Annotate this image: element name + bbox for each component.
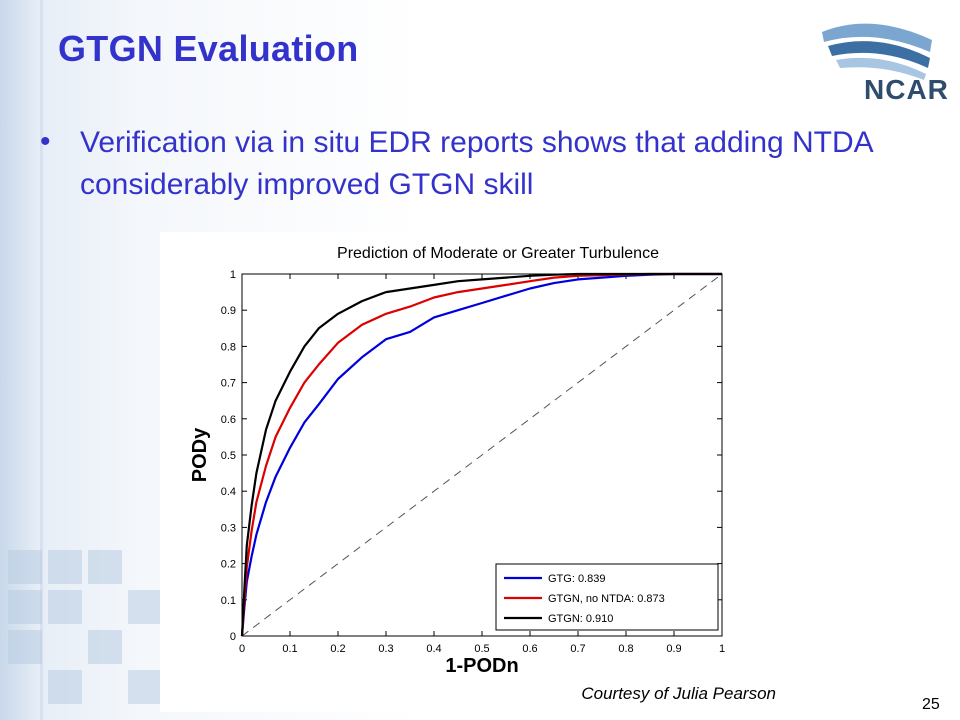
x-tick-label: 0.1 bbox=[282, 643, 297, 655]
y-tick-label: 0.3 bbox=[221, 522, 236, 534]
y-axis-label: PODy bbox=[189, 427, 211, 482]
bullet-text: Verification via in situ EDR reports sho… bbox=[80, 126, 873, 201]
axis-ticks: 0 0.1 0.2 0.3 0.4 0.5 0.6 0.7 0.8 0.9 1 0 0.1 0.2 0.3 0… bbox=[221, 269, 725, 655]
swoosh-icon bbox=[822, 23, 932, 80]
x-tick-label: 1 bbox=[719, 643, 725, 655]
x-axis-label: 1-PODn bbox=[445, 655, 518, 677]
y-tick-label: 0 bbox=[230, 631, 236, 643]
y-tick-label: 0.2 bbox=[221, 559, 236, 571]
x-tick-label: 0 bbox=[239, 643, 245, 655]
y-tick-label: 0.4 bbox=[221, 486, 236, 498]
reference-line bbox=[241, 273, 723, 637]
courtesy-note: Courtesy of Julia Pearson bbox=[581, 684, 776, 703]
y-tick-label: 0.6 bbox=[221, 414, 236, 426]
left-stripe bbox=[40, 0, 43, 720]
series-lines bbox=[240, 272, 722, 637]
y-tick-label: 0.5 bbox=[221, 450, 236, 462]
legend-entry: GTGN, no NTDA: 0.873 bbox=[548, 593, 665, 605]
legend-entry: GTG: 0.839 bbox=[548, 573, 605, 585]
logo-text: NCAR bbox=[864, 74, 949, 105]
series-line-2 bbox=[240, 272, 722, 637]
x-tick-label: 0.5 bbox=[474, 643, 489, 655]
x-tick-label: 0.6 bbox=[522, 643, 537, 655]
y-tick-label: 1 bbox=[230, 269, 236, 281]
y-tick-label: 0.7 bbox=[221, 378, 236, 390]
legend-entry: GTGN: 0.910 bbox=[548, 613, 613, 625]
slide-title: GTGN Evaluation bbox=[58, 28, 359, 69]
bullet-marker: • bbox=[40, 125, 51, 158]
ncar-logo: NCAR bbox=[812, 18, 948, 108]
reference-diagonal bbox=[241, 273, 723, 637]
y-tick-label: 0.1 bbox=[221, 595, 236, 607]
x-tick-label: 0.2 bbox=[330, 643, 345, 655]
series-line-0 bbox=[240, 272, 722, 637]
legend: GTG: 0.839 GTGN, no NTDA: 0.873 GTGN: 0.91… bbox=[495, 563, 719, 631]
background-tiles bbox=[0, 540, 170, 720]
chart-title: Prediction of Moderate or Greater Turbul… bbox=[337, 245, 659, 262]
y-tick-label: 0.9 bbox=[221, 305, 236, 317]
x-tick-label: 0.4 bbox=[426, 643, 441, 655]
roc-chart: Prediction of Moderate or Greater Turbul… bbox=[189, 245, 725, 677]
x-tick-label: 0.9 bbox=[666, 643, 681, 655]
x-tick-label: 0.3 bbox=[378, 643, 393, 655]
roc-figure: Prediction of Moderate or Greater Turbul… bbox=[160, 232, 784, 712]
y-tick-label: 0.8 bbox=[221, 341, 236, 353]
x-tick-label: 0.7 bbox=[570, 643, 585, 655]
page-number: 25 bbox=[922, 696, 940, 713]
x-tick-label: 0.8 bbox=[618, 643, 633, 655]
